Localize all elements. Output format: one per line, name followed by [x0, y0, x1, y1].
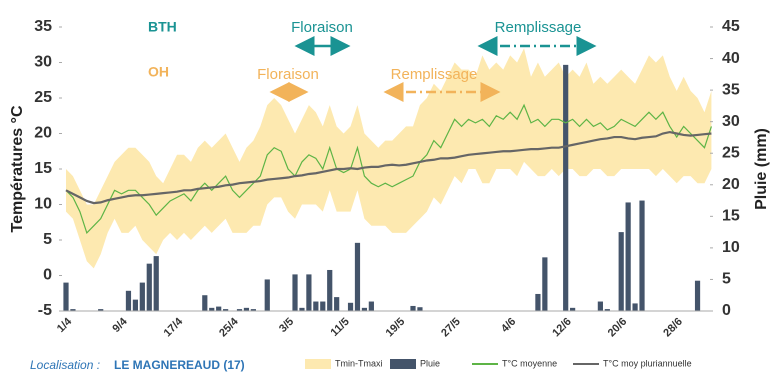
rain-bar: [535, 293, 541, 311]
legend-label: T°C moy pluriannuelle: [603, 358, 692, 368]
y-tick-label: 5: [43, 231, 52, 248]
y2-tick-label: 15: [722, 208, 740, 225]
rain-bar: [139, 282, 145, 311]
rain-bar: [320, 301, 326, 311]
rain-bar: [327, 269, 333, 311]
y2-axis-title: Pluie (mm): [753, 128, 770, 210]
rain-bar: [299, 307, 305, 311]
rain-bar: [313, 301, 319, 311]
rain-bar: [250, 309, 256, 311]
annotation: Floraison: [257, 66, 319, 83]
temp-line: [65, 103, 712, 235]
y-tick-label: 20: [34, 125, 52, 142]
y-tick-label: 35: [34, 18, 52, 35]
annotation: BTH: [148, 19, 177, 35]
legend-label: Tmin-Tmaxi: [335, 358, 383, 368]
rain-bar: [125, 290, 132, 311]
y-tick-label: 25: [34, 89, 52, 106]
y2-tick-label: 20: [722, 176, 740, 193]
rain-bar: [334, 297, 340, 311]
rain-bar: [570, 307, 576, 311]
rain-bar: [625, 202, 631, 311]
location-label: Localisation :: [30, 358, 100, 372]
x-tick-label: 3/5: [277, 316, 296, 335]
rain-bar: [132, 299, 138, 311]
legend-label: T°C moyenne: [502, 358, 557, 368]
temp-range-band: [66, 48, 712, 269]
rain-bar: [632, 303, 638, 311]
annotation: Remplissage: [495, 19, 582, 36]
y2-tick-label: 0: [722, 302, 731, 319]
rain-bar: [146, 263, 152, 311]
rain-bar: [202, 295, 208, 311]
rain-bar: [354, 242, 361, 311]
rain-bar: [347, 302, 354, 311]
rain-bar: [639, 200, 645, 311]
rain-bar: [410, 305, 416, 311]
rain-bar: [563, 64, 569, 311]
x-tick-label: 4/6: [499, 316, 518, 335]
rain-bar: [597, 301, 603, 311]
y-tick-label: 10: [34, 196, 52, 213]
temp-line: [65, 130, 712, 205]
rain-bar: [63, 282, 69, 311]
x-tick-label: 11/5: [329, 316, 352, 339]
x-tick-label: 12/6: [550, 316, 574, 340]
rain-bar: [306, 274, 312, 311]
annotation: Remplissage: [391, 66, 478, 83]
y2-tick-label: 35: [722, 81, 740, 98]
x-tick-label: 28/6: [661, 316, 685, 340]
rain-bar: [98, 309, 104, 311]
x-tick-label: 9/4: [110, 315, 130, 335]
rain-bar: [361, 307, 368, 311]
legend-swatch: [390, 359, 416, 369]
rain-bar: [417, 307, 423, 311]
rain-bar: [368, 301, 374, 311]
y2-tick-label: 30: [722, 113, 740, 130]
y-tick-label: 30: [34, 54, 52, 71]
rain-bar: [223, 309, 229, 311]
rain-bar: [236, 309, 243, 311]
rain-bar: [604, 309, 610, 311]
y-tick-label: 15: [34, 160, 52, 177]
x-tick-label: 25/4: [217, 315, 241, 339]
rain-bar: [292, 274, 298, 311]
y-axis-title: Températures °C: [9, 105, 26, 232]
y2-tick-label: 40: [722, 50, 740, 67]
rain-bar: [694, 280, 701, 311]
x-tick-label: 1/4: [55, 315, 75, 335]
y2-tick-label: 10: [722, 239, 740, 256]
location: LE MAGNEREAUD (17): [114, 358, 245, 372]
rain-bar: [618, 232, 624, 311]
y2-tick-label: 45: [722, 18, 740, 35]
annotation: OH: [148, 64, 169, 80]
y-tick-label: -5: [38, 302, 52, 319]
rain-bar: [70, 309, 76, 311]
rain-bar: [542, 257, 548, 311]
rain-bar: [153, 256, 159, 311]
rain-bar: [243, 307, 250, 311]
y2-tick-label: 5: [722, 271, 731, 288]
rain-bar: [216, 306, 222, 311]
legend-label: Pluie: [420, 358, 440, 368]
rain-bar: [209, 307, 215, 311]
y2-tick-label: 25: [722, 144, 740, 161]
x-tick-label: 19/5: [384, 316, 408, 340]
x-tick-label: 20/6: [606, 316, 630, 340]
rain-bar: [264, 279, 270, 311]
legend-swatch: [305, 359, 331, 369]
x-tick-label: 17/4: [162, 315, 186, 339]
y-tick-label: 0: [43, 267, 52, 284]
annotation: Floraison: [291, 19, 353, 36]
x-tick-label: 27/5: [439, 316, 463, 340]
